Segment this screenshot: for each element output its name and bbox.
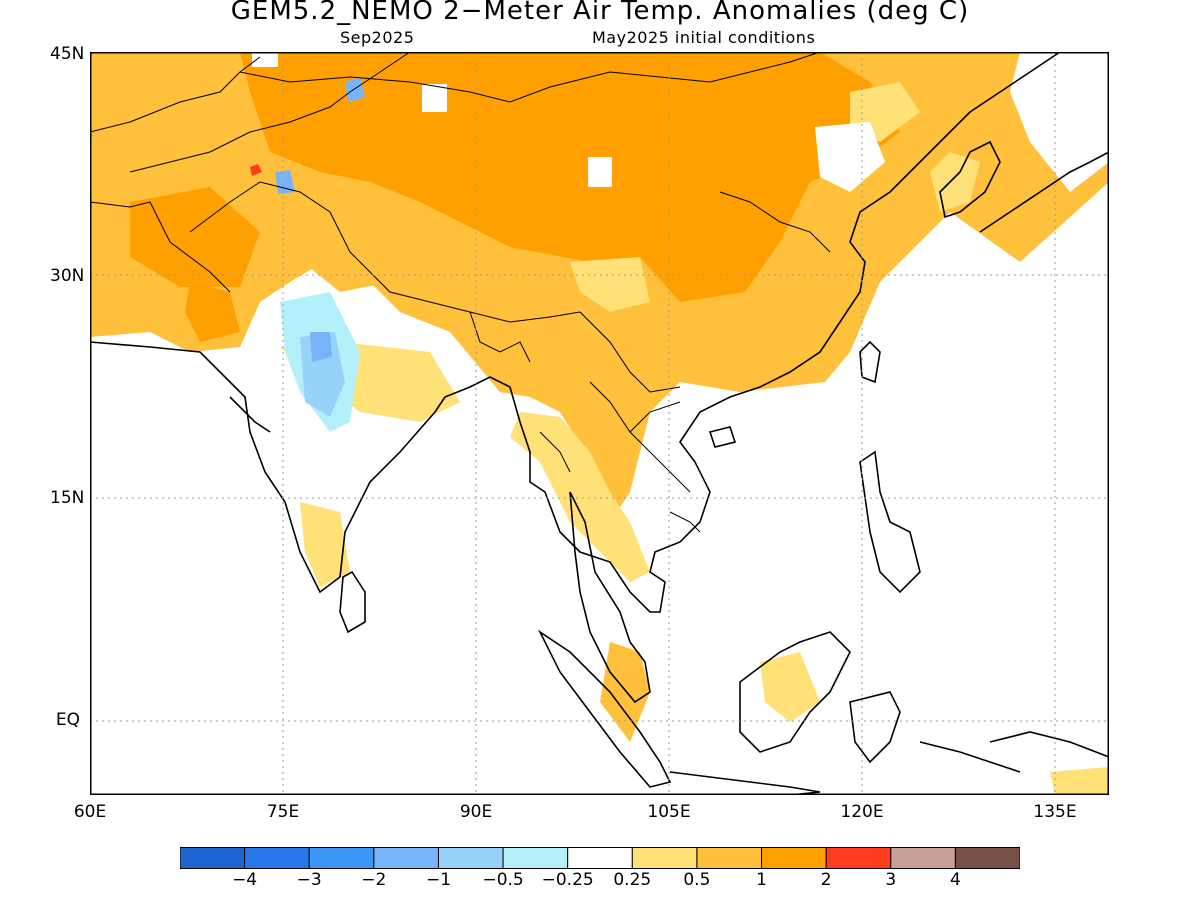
legend-tick-label: −1 xyxy=(425,870,452,890)
legend-swatch xyxy=(761,847,827,869)
lon-label-90e: 90E xyxy=(459,802,493,822)
coastlines xyxy=(90,52,1109,795)
legend-swatch xyxy=(244,847,310,869)
legend-swatch xyxy=(825,847,892,869)
legend-swatch xyxy=(373,847,439,869)
forecast-month: Sep2025 xyxy=(340,28,415,47)
lat-label-eq: EQ xyxy=(55,710,80,730)
legend-swatch xyxy=(567,847,633,869)
legend-swatch xyxy=(180,847,246,869)
anomaly-map xyxy=(90,52,1109,795)
legend-tick-label: 0.5 xyxy=(683,870,711,890)
gridlines xyxy=(90,52,1109,795)
legend-tick-label: −2 xyxy=(361,870,387,890)
lon-label-105e: 105E xyxy=(647,802,691,822)
legend-swatch xyxy=(631,847,698,869)
legend-tick-label: 0.25 xyxy=(613,870,652,890)
legend-swatch xyxy=(696,847,763,869)
color-legend xyxy=(180,847,1020,869)
anomaly-shading xyxy=(90,52,1109,795)
borders xyxy=(90,52,831,533)
lon-label-120e: 120E xyxy=(840,802,884,822)
lon-label-75e: 75E xyxy=(266,802,300,822)
legend-tick-label: −0.5 xyxy=(482,870,524,890)
legend-tick-label: 1 xyxy=(756,870,767,890)
lat-label-30n: 30N xyxy=(50,266,85,286)
legend-tick-label: −4 xyxy=(232,870,258,890)
legend-swatch xyxy=(502,847,569,869)
legend-tick-label: 3 xyxy=(885,870,897,890)
legend-swatch xyxy=(437,847,504,869)
legend-swatch xyxy=(954,847,1020,869)
legend-swatch xyxy=(890,847,956,869)
map-title: GEM5.2_NEMO 2−Meter Air Temp. Anomalies … xyxy=(230,0,970,26)
legend-tick-label: −3 xyxy=(296,870,322,890)
legend-tick-label: −0.25 xyxy=(541,870,594,890)
legend-swatch xyxy=(308,847,375,869)
lon-label-60e: 60E xyxy=(73,802,107,822)
lat-label-45n: 45N xyxy=(50,44,85,64)
initial-conditions: May2025 initial conditions xyxy=(592,28,816,47)
lat-label-15n: 15N xyxy=(50,488,85,508)
lon-label-135e: 135E xyxy=(1033,802,1077,822)
legend-tick-label: 2 xyxy=(820,870,832,890)
legend-tick-label: 4 xyxy=(949,870,961,890)
map-frame xyxy=(90,52,1109,795)
